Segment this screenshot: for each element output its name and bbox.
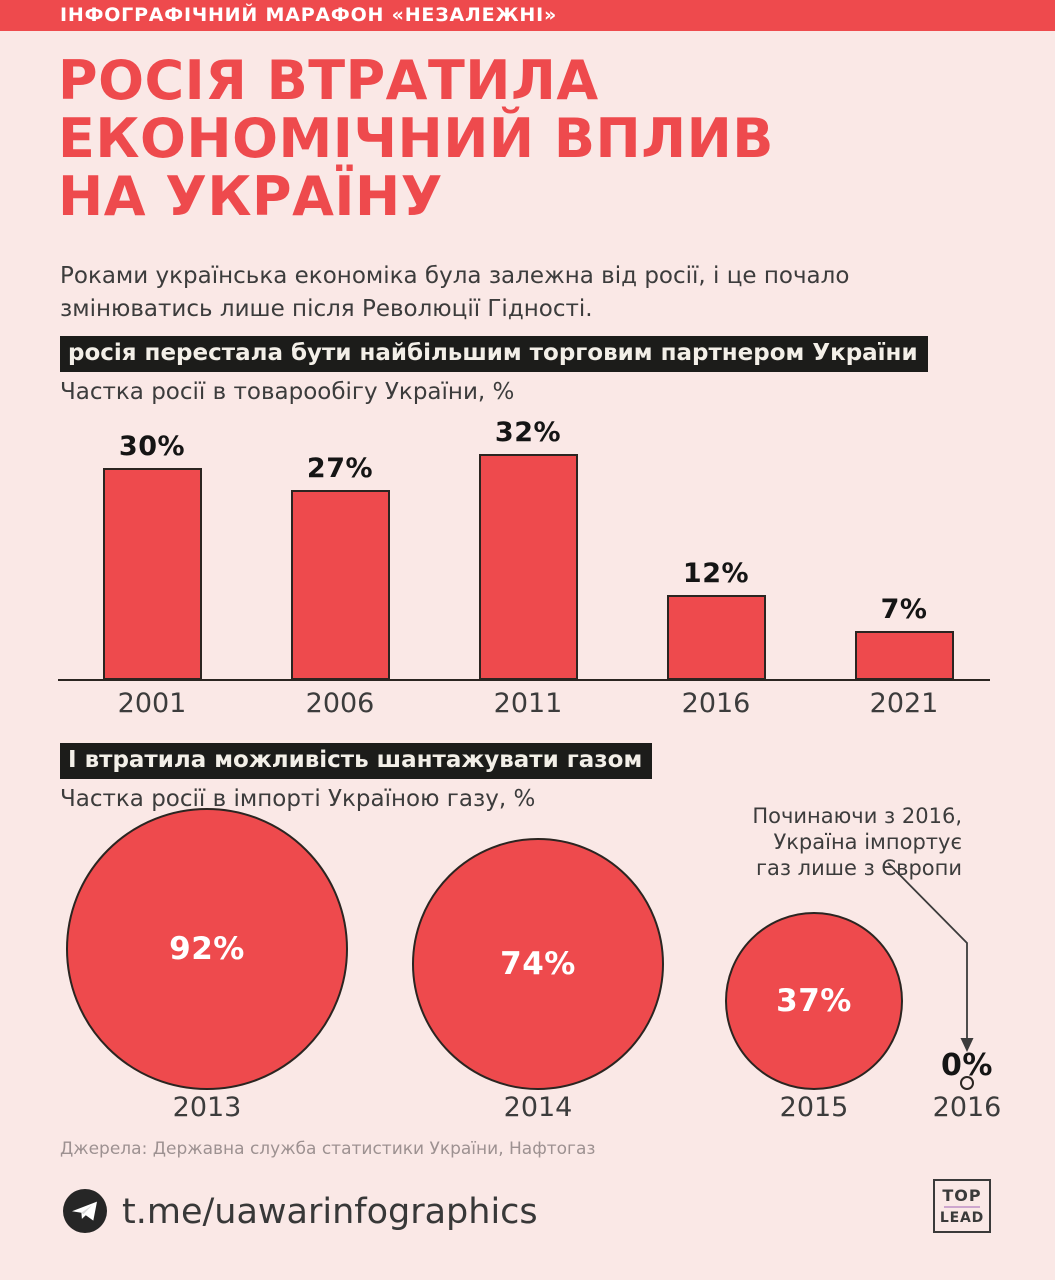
intro-text: Роками українська економіка була залежна… — [60, 263, 850, 322]
circle-year-label-2013: 2013 — [172, 1092, 242, 1123]
circle-value-label-2015: 37% — [776, 983, 852, 1019]
toplead-logo: TOP LEAD — [933, 1179, 991, 1233]
toplead-logo-rule — [944, 1205, 980, 1208]
gas-annotation-text: Починаючи з 2016, Україна імпортує газ л… — [752, 804, 962, 880]
bar-2021 — [854, 631, 954, 680]
bar-year-label-2016: 2016 — [681, 688, 751, 719]
bar-2016 — [666, 595, 766, 680]
circle-2015 — [725, 912, 903, 1090]
section-2-header: І втратила можливість шантажувати газом — [60, 743, 653, 779]
circle-year-label-2016: 2016 — [932, 1092, 1002, 1123]
bar-value-label-2006: 27% — [306, 453, 374, 484]
bar-year-label-2021: 2021 — [869, 688, 939, 719]
circle-year-label-2015: 2015 — [779, 1092, 849, 1123]
circle-2016 — [960, 1076, 974, 1090]
bar-chart-axis — [58, 679, 990, 681]
circle-year-label-2014: 2014 — [503, 1092, 573, 1123]
top-banner: ІНФОГРАФІЧНИЙ МАРАФОН «НЕЗАЛЕЖНІ» — [0, 0, 1055, 31]
circle-value-label-2013: 92% — [169, 931, 245, 967]
circle-2013 — [66, 808, 348, 1090]
section-1-header: росія перестала бути найбільшим торговим… — [60, 336, 928, 372]
bar-year-label-2011: 2011 — [493, 688, 563, 719]
toplead-logo-lead-text: LEAD — [939, 1209, 985, 1226]
bar-value-label-2021: 7% — [880, 594, 928, 625]
bar-value-label-2016: 12% — [682, 558, 750, 589]
bar-value-label-2011: 32% — [494, 417, 562, 448]
section-1-subtitle: Частка росії в товарообігу України, % — [60, 379, 515, 405]
annotation-arrow — [887, 862, 974, 1052]
bar-2006 — [290, 490, 390, 680]
bar-2001 — [102, 468, 202, 680]
circle-value-label-2014: 74% — [500, 946, 576, 982]
source-note: Джерела: Державна служба статистики Укра… — [60, 1139, 596, 1159]
bar-year-label-2001: 2001 — [117, 688, 187, 719]
circle-value-label-2016: 0% — [941, 1048, 993, 1083]
toplead-logo-top-text: TOP — [942, 1185, 982, 1205]
circle-2014 — [412, 838, 664, 1090]
bar-value-label-2001: 30% — [118, 431, 186, 462]
bar-2011 — [478, 454, 578, 680]
section-2-subtitle: Частка росії в імпорті Україною газу, % — [60, 786, 536, 812]
page-title: РОСІЯ ВТРАТИЛА ЕКОНОМІЧНИЙ ВПЛИВ НА УКРА… — [58, 49, 774, 228]
telegram-link[interactable]: t.me/uawarinfographics — [122, 1192, 538, 1232]
bar-year-label-2006: 2006 — [305, 688, 375, 719]
telegram-icon — [63, 1189, 107, 1233]
